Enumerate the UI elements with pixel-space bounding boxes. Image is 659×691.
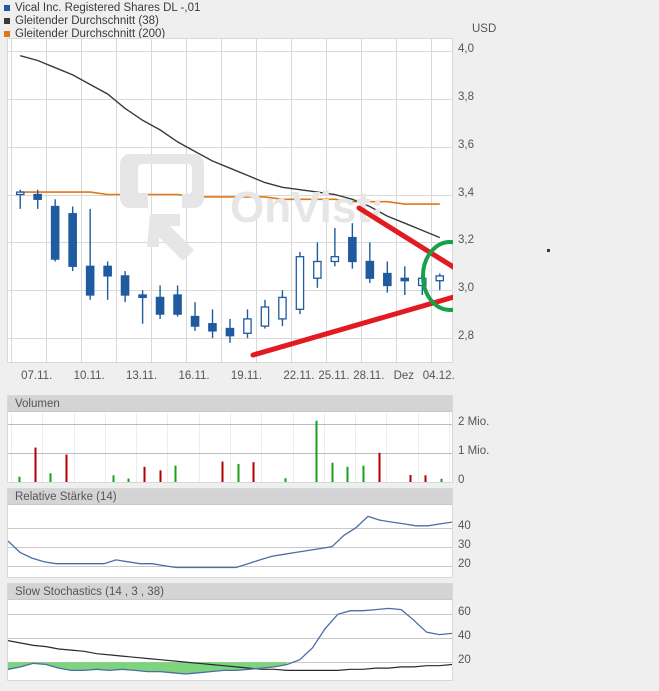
chart-legend: Vical Inc. Registered Shares DL -,01 Gle… — [4, 2, 200, 41]
legend-color-swatch — [4, 5, 10, 11]
volume-panel-title: Volumen — [8, 396, 452, 412]
volume-chart-canvas[interactable] — [8, 412, 452, 482]
price-x-tick: Dez — [393, 370, 415, 382]
stochastics-y-tick: 20 — [458, 654, 471, 667]
legend-color-swatch — [4, 31, 10, 37]
price-x-tick: 13.11. — [126, 370, 158, 382]
price-y-tick: 3,0 — [458, 282, 474, 295]
price-y-tick: 3,2 — [458, 234, 474, 247]
price-y-tick: 2,8 — [458, 330, 474, 343]
price-x-tick: 10.11. — [73, 370, 105, 382]
price-x-tick: 28.11. — [353, 370, 385, 382]
rsi-y-tick: 20 — [458, 557, 471, 570]
price-x-tick: 07.11. — [21, 370, 53, 382]
legend-color-swatch — [4, 18, 10, 24]
price-y-tick: 3,6 — [458, 138, 474, 151]
legend-item-label: Gleitender Durchschnitt (200) — [15, 28, 166, 40]
legend-item-security: Vical Inc. Registered Shares DL -,01 — [4, 2, 200, 14]
rsi-panel-title: Relative Stärke (14) — [8, 489, 452, 505]
price-x-tick: 19.11. — [230, 370, 263, 382]
rsi-panel[interactable]: Relative Stärke (14) — [7, 488, 453, 578]
price-x-tick: 04.12. — [422, 370, 455, 382]
legend-item-label: Vical Inc. Registered Shares DL -,01 — [15, 2, 201, 14]
price-chart-canvas[interactable] — [8, 39, 452, 362]
rsi-chart-canvas[interactable] — [8, 505, 452, 577]
rsi-y-tick: 40 — [458, 519, 471, 532]
stochastics-panel-title: Slow Stochastics (14 , 3 , 38) — [8, 584, 452, 600]
stochastics-panel[interactable]: Slow Stochastics (14 , 3 , 38) — [7, 583, 453, 681]
price-y-tick: 3,4 — [458, 186, 474, 199]
stochastics-y-tick: 60 — [458, 606, 471, 619]
stray-dot-artifact — [547, 249, 550, 252]
volume-y-tick: 2 Mio. — [458, 415, 490, 428]
legend-item-label: Gleitender Durchschnitt (38) — [15, 15, 159, 27]
price-y-tick: 4,0 — [458, 42, 474, 55]
price-x-tick: 25.11. — [318, 370, 350, 382]
volume-y-tick: 0 — [458, 474, 465, 486]
volume-y-tick: 1 Mio. — [458, 444, 490, 457]
price-y-tick: 3,8 — [458, 90, 474, 103]
rsi-y-tick: 30 — [458, 538, 471, 551]
stochastics-chart-canvas[interactable] — [8, 600, 452, 680]
legend-item-ma38: Gleitender Durchschnitt (38) — [4, 15, 200, 27]
stochastics-y-tick: 40 — [458, 630, 471, 643]
price-panel[interactable] — [7, 38, 453, 363]
price-x-tick: 22.11. — [283, 370, 315, 382]
legend-item-ma200: Gleitender Durchschnitt (200) — [4, 28, 200, 40]
volume-panel[interactable]: Volumen — [7, 395, 453, 483]
price-axis-unit: USD — [472, 23, 497, 35]
price-x-tick: 16.11. — [178, 370, 210, 382]
